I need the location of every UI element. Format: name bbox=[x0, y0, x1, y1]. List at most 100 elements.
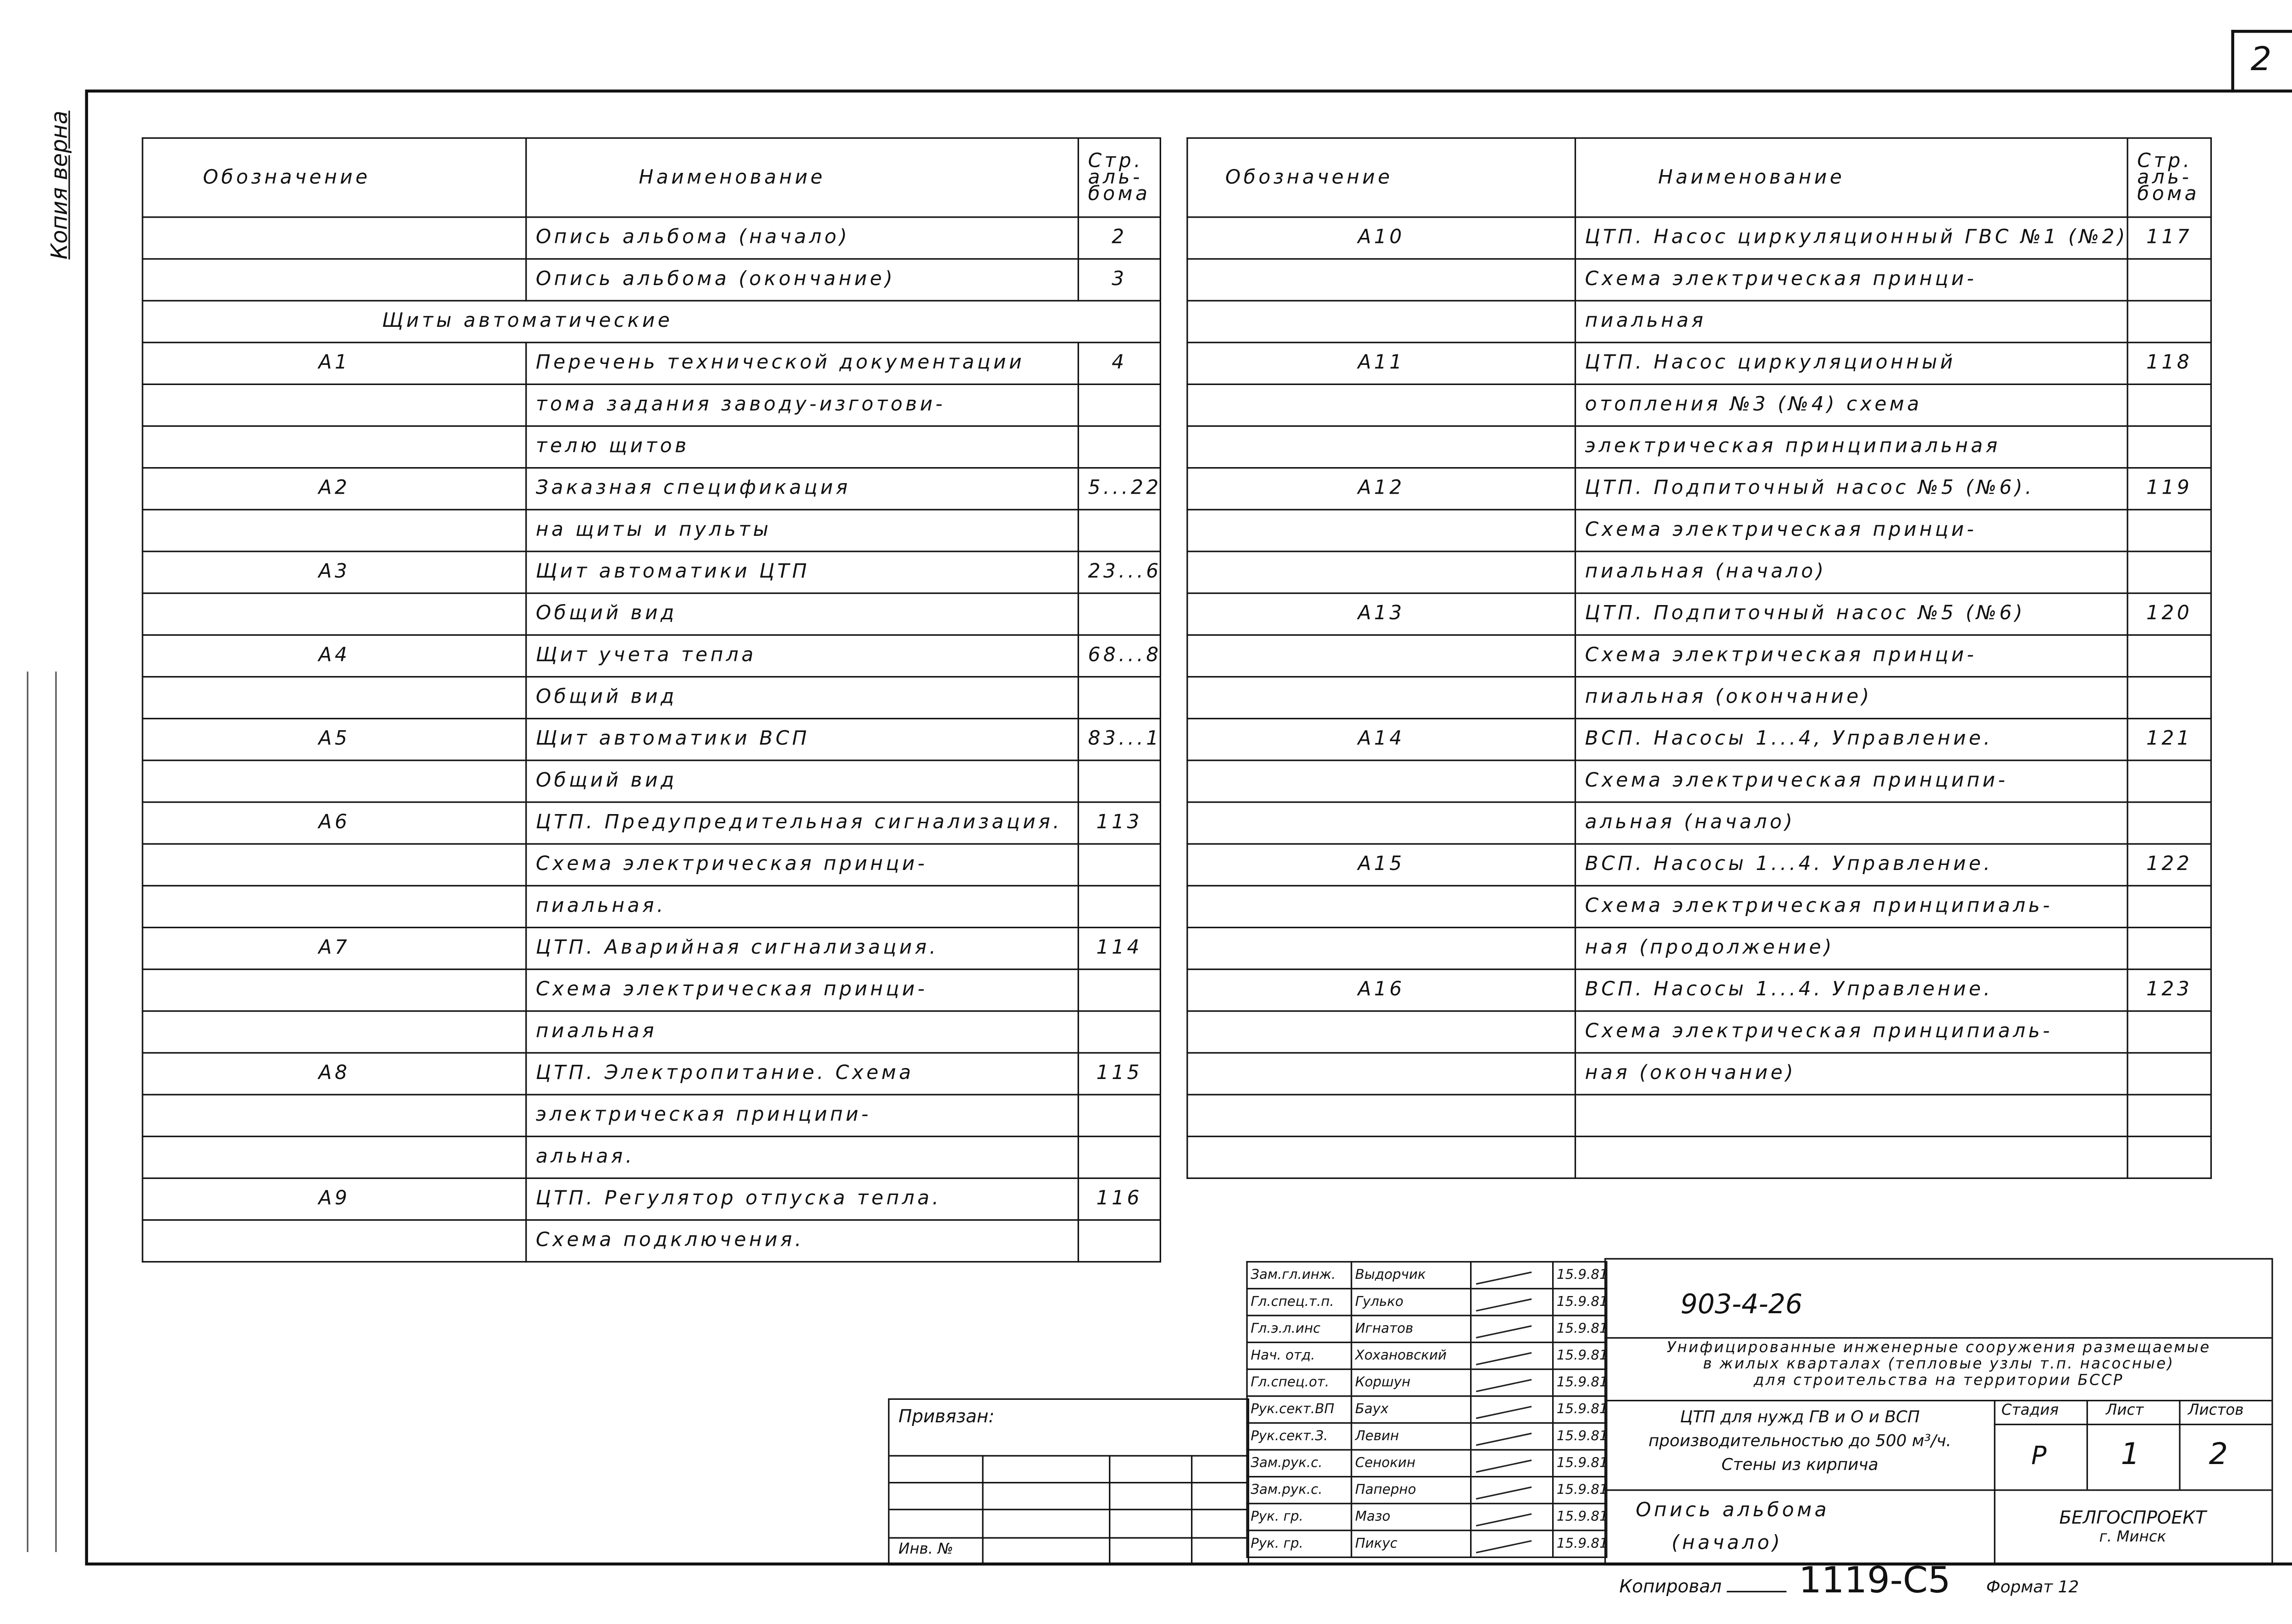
row-name: пиальная bbox=[525, 1010, 1079, 1054]
table-row: Схема электрическая принципиаль- bbox=[1186, 1010, 2212, 1054]
header-page: Стр. аль- бома bbox=[1077, 137, 1162, 218]
document-title-line: Опись альбома bbox=[1636, 1500, 1830, 1522]
row-name: Схема электрическая принципи- bbox=[1574, 760, 2128, 803]
header-name: Наименование bbox=[525, 137, 1079, 218]
signatory-date: 15.9.81 bbox=[1552, 1288, 1608, 1316]
description-line: Унифицированные инженерные сооружения ра… bbox=[1666, 1340, 2211, 1357]
signatory-name: Пикус bbox=[1350, 1530, 1472, 1558]
row-code bbox=[1186, 509, 1576, 552]
signature bbox=[1470, 1503, 1554, 1531]
table-row: Общий вид bbox=[142, 592, 1162, 636]
sheet-value: 1 bbox=[2121, 1436, 2140, 1472]
row-page bbox=[2127, 300, 2212, 343]
row-code: А3 bbox=[142, 551, 527, 594]
table-row: А1 Перечень технической документации 4 bbox=[142, 341, 1162, 385]
row-name: ЦТП. Регулятор отпуска тепла. bbox=[525, 1177, 1079, 1221]
row-page bbox=[1077, 1094, 1162, 1137]
row-name: на щиты и пульты bbox=[525, 509, 1079, 552]
row-page bbox=[1077, 1010, 1162, 1054]
description-line: для строительства на территории БССР bbox=[1753, 1373, 2124, 1390]
row-code: А8 bbox=[142, 1052, 527, 1096]
table-row: Щиты автоматические bbox=[142, 300, 1162, 343]
row-page: 120 bbox=[2127, 592, 2212, 636]
table-row: Схема электрическая принци- bbox=[1186, 634, 2212, 678]
table-row: электрическая принципиальная bbox=[1186, 425, 2212, 469]
signatory-date: 15.9.81 bbox=[1552, 1261, 1608, 1290]
header-name: Наименование bbox=[1574, 137, 2128, 218]
row-page bbox=[2127, 760, 2212, 803]
row-page: 119 bbox=[2127, 467, 2212, 511]
table-row: А11 ЦТП. Насос циркуляционный 118 bbox=[1186, 341, 2212, 385]
signatory-row: Гл.э.л.инс Игнатов 15.9.81 bbox=[1246, 1315, 1608, 1343]
signatory-date: 15.9.81 bbox=[1552, 1503, 1608, 1531]
grid-line bbox=[889, 1455, 1248, 1457]
row-name: ЦТП. Электропитание. Схема bbox=[525, 1052, 1079, 1096]
signatory-role: Гл.э.л.инс bbox=[1246, 1315, 1352, 1343]
row-page bbox=[1077, 885, 1162, 929]
handwritten-signature bbox=[1474, 1371, 1532, 1392]
table-row: А13 ЦТП. Подпиточный насос №5 (№6) 120 bbox=[1186, 592, 2212, 636]
margin-line bbox=[55, 672, 57, 1552]
row-page: 23...67 bbox=[1077, 551, 1162, 594]
row-name: Щит автоматики ВСП bbox=[525, 718, 1079, 761]
divider bbox=[1606, 1399, 2272, 1402]
table-row: пиальная. bbox=[142, 885, 1162, 929]
row-page bbox=[2127, 801, 2212, 845]
row-code bbox=[1186, 1094, 1576, 1137]
handwritten-signature bbox=[1474, 1317, 1532, 1338]
row-name: ВСП. Насосы 1...4. Управление. bbox=[1574, 969, 2128, 1012]
table-row: Схема электрическая принци- bbox=[142, 969, 1162, 1012]
row-page: 121 bbox=[2127, 718, 2212, 761]
stage-label: Стадия bbox=[2001, 1403, 2059, 1420]
row-code bbox=[142, 592, 527, 636]
signatory-name: Выдорчик bbox=[1350, 1261, 1472, 1290]
section-heading: Щиты автоматические bbox=[142, 300, 1162, 343]
corner-sheet-box bbox=[2231, 30, 2292, 93]
object-title-line: Стены из кирпича bbox=[1721, 1455, 1879, 1475]
row-name: Щит учета тепла bbox=[525, 634, 1079, 678]
signatory-date: 15.9.81 bbox=[1552, 1368, 1608, 1397]
row-code bbox=[142, 1135, 527, 1179]
signature bbox=[1470, 1475, 1554, 1504]
handwritten-signature bbox=[1474, 1424, 1532, 1445]
table-row: Схема электрическая принци- bbox=[142, 843, 1162, 886]
copy-verified-stamp: Копия верна bbox=[46, 110, 73, 260]
handwritten-signature bbox=[1474, 1343, 1532, 1365]
row-page bbox=[1077, 676, 1162, 720]
description-line: в жилых кварталах (тепловые узлы т.п. на… bbox=[1703, 1356, 2175, 1373]
row-name: пиальная bbox=[1574, 300, 2128, 343]
row-name: Заказная спецификация bbox=[525, 467, 1079, 511]
signatory-name: Игнатов bbox=[1350, 1315, 1472, 1343]
row-page: 83...112 bbox=[1077, 718, 1162, 761]
table-row: альная. bbox=[142, 1135, 1162, 1179]
drawing-number: 1119-С5 bbox=[1798, 1559, 1951, 1602]
row-code bbox=[1186, 258, 1576, 302]
row-name: ЦТП. Аварийная сигнализация. bbox=[525, 926, 1079, 970]
signatory-name: Хохановский bbox=[1350, 1341, 1472, 1370]
table-row: ная (окончание) bbox=[1186, 1052, 2212, 1096]
row-code bbox=[142, 1094, 527, 1137]
row-page: 118 bbox=[2127, 341, 2212, 385]
row-page: 116 bbox=[1077, 1177, 1162, 1221]
row-code bbox=[142, 258, 527, 302]
signatory-date: 15.9.81 bbox=[1552, 1449, 1608, 1478]
row-code bbox=[142, 1010, 527, 1054]
signatory-role: Рук.сект.З. bbox=[1246, 1422, 1352, 1451]
table-row: телю щитов bbox=[142, 425, 1162, 469]
row-page: 4 bbox=[1077, 341, 1162, 385]
row-name: Общий вид bbox=[525, 676, 1079, 720]
row-code: А6 bbox=[142, 801, 527, 845]
row-code bbox=[142, 885, 527, 929]
row-name: Общий вид bbox=[525, 592, 1079, 636]
signatory-date: 15.9.81 bbox=[1552, 1315, 1608, 1343]
row-code bbox=[1186, 760, 1576, 803]
signatory-row: Рук.сект.З. Левин 15.9.81 bbox=[1246, 1422, 1608, 1451]
signatory-row: Гл.спец.т.п. Гулько 15.9.81 bbox=[1246, 1288, 1608, 1316]
row-name: пиальная (начало) bbox=[1574, 551, 2128, 594]
row-code bbox=[1186, 383, 1576, 427]
table-row: ная (продолжение) bbox=[1186, 926, 2212, 970]
row-code: А9 bbox=[142, 1177, 527, 1221]
table-row: пиальная (окончание) bbox=[1186, 676, 2212, 720]
left-contents-table: Обозначение Наименование Стр. аль- бома … bbox=[142, 137, 1162, 1263]
grid-line bbox=[1191, 1455, 1193, 1566]
